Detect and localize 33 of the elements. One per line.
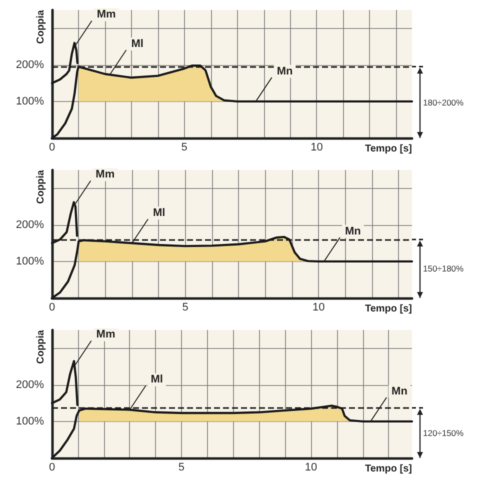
- ref-line-label: 120÷150%: [423, 428, 464, 438]
- y-tick-label: 200%: [16, 58, 44, 71]
- ref-line-label: 180÷200%: [423, 97, 464, 108]
- annotation: Ml: [150, 374, 163, 386]
- x-axis-title: Tempo [s]: [364, 144, 412, 154]
- x-tick-label: 10: [304, 462, 318, 474]
- x-axis-title: Tempo [s]: [364, 304, 412, 314]
- y-tick-label: 200%: [16, 218, 44, 231]
- annotation: Mn: [345, 225, 362, 238]
- x-axis-title: Tempo [s]: [364, 464, 412, 474]
- ref-line-label: 150÷180%: [423, 264, 464, 274]
- annotation: Ml: [153, 207, 166, 220]
- y-tick-label: 100%: [16, 415, 44, 428]
- y-axis-title: Coppia: [36, 10, 46, 44]
- y-tick-label: 100%: [16, 95, 44, 108]
- x-tick-label: 5: [182, 302, 188, 314]
- x-tick-label: 0: [48, 302, 56, 314]
- x-tick-label: 5: [178, 462, 185, 474]
- annotation: Mn: [276, 65, 293, 78]
- y-axis-title: Coppia: [36, 170, 46, 204]
- y-axis-title: Coppia: [36, 330, 46, 364]
- y-tick-label: 100%: [16, 255, 44, 268]
- annotation: Mm: [96, 168, 115, 181]
- x-tick-label: 0: [48, 462, 56, 474]
- annotation: Mm: [96, 328, 116, 341]
- y-tick-label: 200%: [16, 378, 44, 391]
- annotation: Ml: [131, 38, 144, 50]
- x-tick-label: 10: [312, 302, 325, 314]
- x-tick-label: 5: [181, 142, 188, 154]
- x-tick-label: 0: [48, 142, 56, 154]
- annotation: Mm: [96, 8, 116, 21]
- annotation: Mn: [392, 385, 408, 398]
- x-tick-label: 10: [310, 142, 323, 154]
